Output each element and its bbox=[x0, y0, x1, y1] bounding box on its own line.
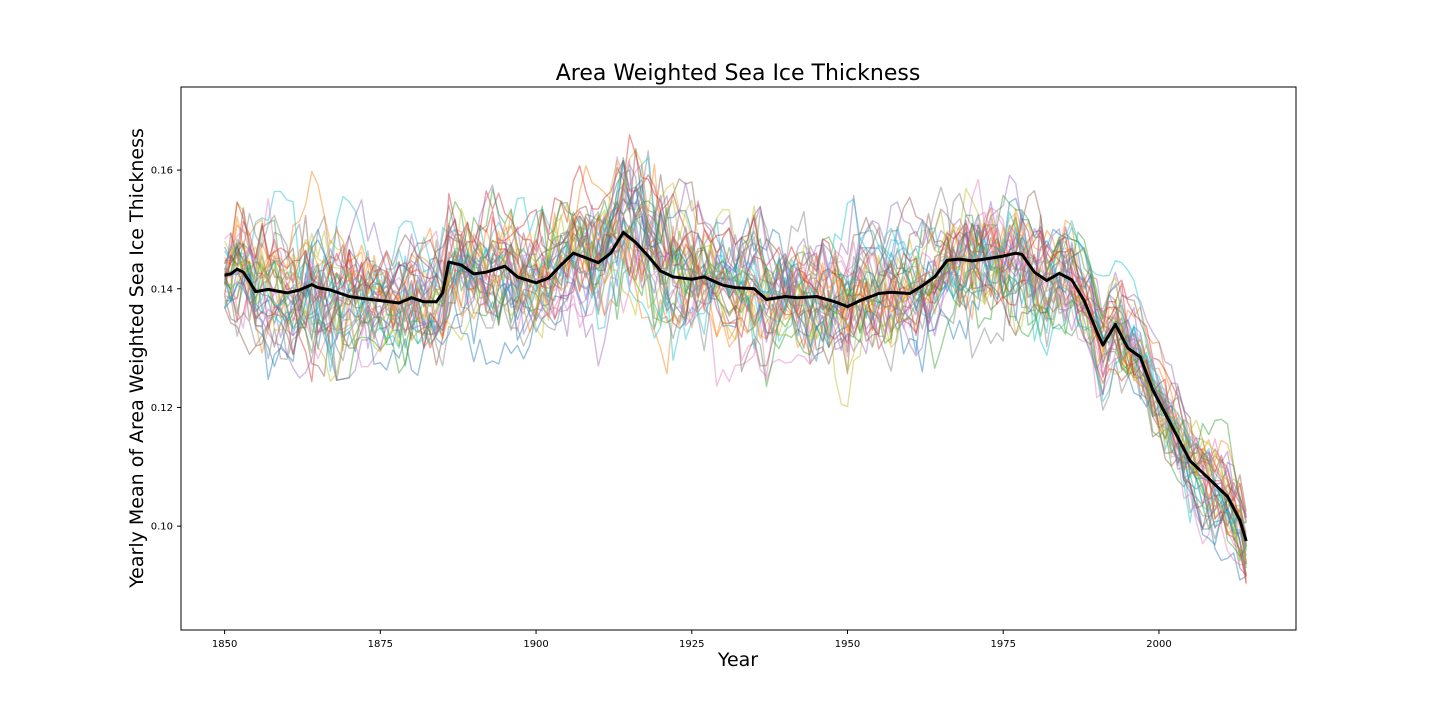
ensemble-mean-line bbox=[224, 230, 1248, 542]
ensemble-member-line-5 bbox=[224, 174, 1247, 518]
ensemble-member-line-1 bbox=[224, 169, 1247, 581]
x-tick-label: 1850 bbox=[212, 639, 237, 650]
ensemble-member-line-26 bbox=[224, 147, 1247, 577]
ensemble-member-line-8 bbox=[224, 150, 1247, 547]
x-tick-label: 1875 bbox=[368, 639, 393, 650]
y-tick-label: 0.12 bbox=[151, 403, 173, 414]
y-axis-ticks: 0.10 0.12 0.14 0.16 bbox=[151, 166, 181, 533]
chart-title: Area Weighted Sea Ice Thickness bbox=[556, 61, 921, 86]
ensemble-member-line-12 bbox=[224, 208, 1247, 565]
x-tick-label: 1975 bbox=[991, 639, 1016, 650]
ensemble-members bbox=[223, 134, 1247, 585]
ensemble-member-line-30 bbox=[223, 219, 1247, 530]
ensemble-member-line-35 bbox=[224, 186, 1247, 548]
ensemble-member-line-2 bbox=[223, 165, 1247, 585]
ensemble-member-line-25 bbox=[224, 182, 1247, 547]
ensemble-member-line-11 bbox=[224, 178, 1247, 538]
x-tick-label: 1950 bbox=[835, 639, 860, 650]
ensemble-member-line-7 bbox=[223, 178, 1247, 580]
ensemble-member-line-22 bbox=[224, 163, 1247, 533]
ensemble-member-line-40 bbox=[223, 198, 1247, 551]
ensemble-member-line-4 bbox=[224, 192, 1247, 577]
ensemble-member-line-34 bbox=[223, 134, 1247, 584]
y-axis-label: Yearly Mean of Area Weighted Sea Ice Thi… bbox=[126, 128, 148, 589]
x-tick-label: 1900 bbox=[523, 639, 548, 650]
ensemble-member-line-19 bbox=[223, 149, 1247, 565]
ensemble-member-line-14 bbox=[223, 160, 1247, 518]
ensemble-member-line-36 bbox=[223, 166, 1247, 531]
x-tick-label: 1925 bbox=[679, 639, 704, 650]
ensemble-member-line-15 bbox=[224, 184, 1247, 518]
ensemble-member-line-29 bbox=[224, 205, 1247, 553]
ensemble-member-line-31 bbox=[223, 159, 1247, 569]
ensemble-member-line-33 bbox=[224, 188, 1247, 540]
y-tick-label: 0.14 bbox=[151, 284, 173, 295]
ensemble-member-line-16 bbox=[223, 173, 1247, 512]
ensemble-member-line-10 bbox=[224, 157, 1247, 515]
y-tick-label: 0.16 bbox=[151, 166, 173, 177]
x-tick-label: 2000 bbox=[1146, 639, 1171, 650]
ensemble-member-line-38 bbox=[223, 186, 1247, 574]
ensemble-member-line-32 bbox=[224, 222, 1247, 546]
ensemble-member-line-28 bbox=[224, 194, 1247, 563]
ensemble-member-line-3 bbox=[223, 156, 1247, 576]
x-axis-ticks: 1850 1875 1900 1925 1950 1975 2000 bbox=[212, 630, 1172, 650]
ensemble-member-line-20 bbox=[223, 212, 1247, 551]
ensemble-member-line-23 bbox=[223, 199, 1247, 557]
x-axis-label: Year bbox=[717, 649, 758, 671]
ensemble-member-line-13 bbox=[224, 194, 1247, 562]
ensemble-member-line-24 bbox=[223, 214, 1247, 565]
ensemble-member-line-27 bbox=[224, 210, 1247, 529]
y-tick-label: 0.10 bbox=[151, 522, 173, 533]
ensemble-member-line-9 bbox=[223, 187, 1247, 523]
ensemble-member-line-39 bbox=[223, 203, 1247, 566]
ensemble-member-line-17 bbox=[224, 163, 1247, 566]
plot-area-frame bbox=[180, 86, 1297, 631]
ensemble-member-line-18 bbox=[223, 163, 1247, 524]
ensemble-member-line-21 bbox=[223, 209, 1247, 556]
mean-layer bbox=[224, 230, 1248, 542]
